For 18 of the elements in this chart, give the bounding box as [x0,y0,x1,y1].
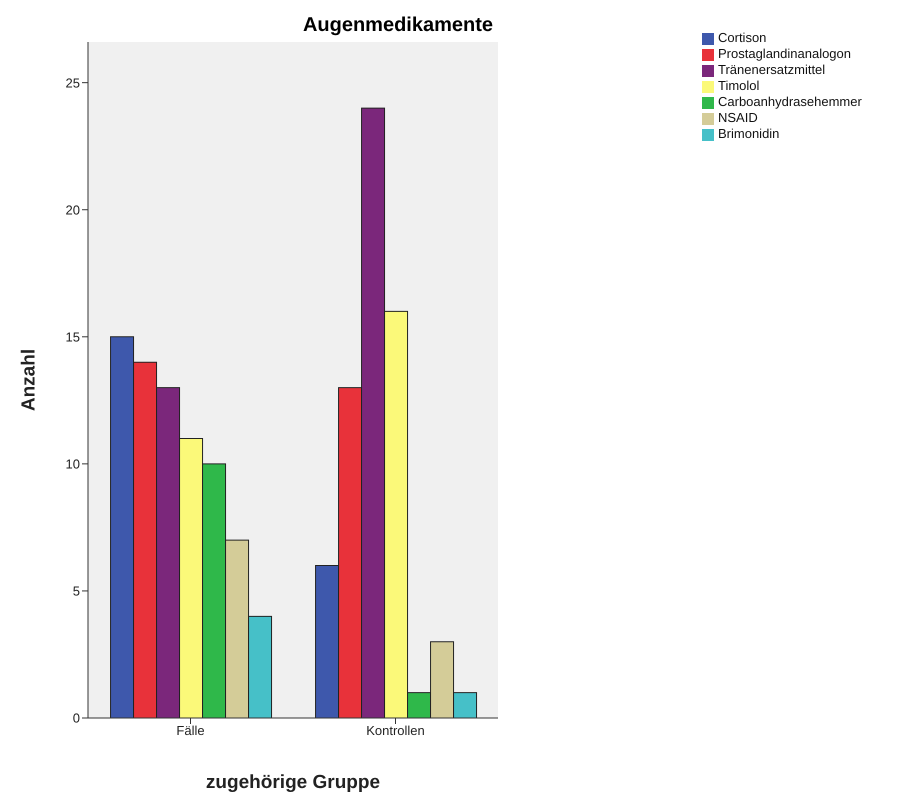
legend-label: Prostaglandinanalogon [718,46,851,61]
x-tick-label: Kontrollen [366,723,425,738]
legend-label: Cortison [718,30,766,45]
chart-title: Augenmedikamente [302,14,494,36]
x-tick-label: Fälle [176,723,205,738]
legend-label: NSAID [718,110,758,125]
legend-label: Carboanhydrasehemmer [718,94,862,109]
y-tick-label: 5 [72,584,80,599]
y-tick-label: 0 [72,710,80,726]
y-tick-label: 25 [66,75,80,90]
x-axis-title: zugehörige Gruppe [206,772,380,793]
y-tick-label: 10 [66,456,80,472]
y-tick-label: 20 [66,202,80,218]
y-tick-label: 15 [66,329,80,344]
legend-label: Brimonidin [718,126,780,141]
legend-label: Timolol [718,78,760,93]
legend-label: Tränenersatzmittel [718,62,826,77]
y-axis-title: Anzahl [18,348,40,412]
